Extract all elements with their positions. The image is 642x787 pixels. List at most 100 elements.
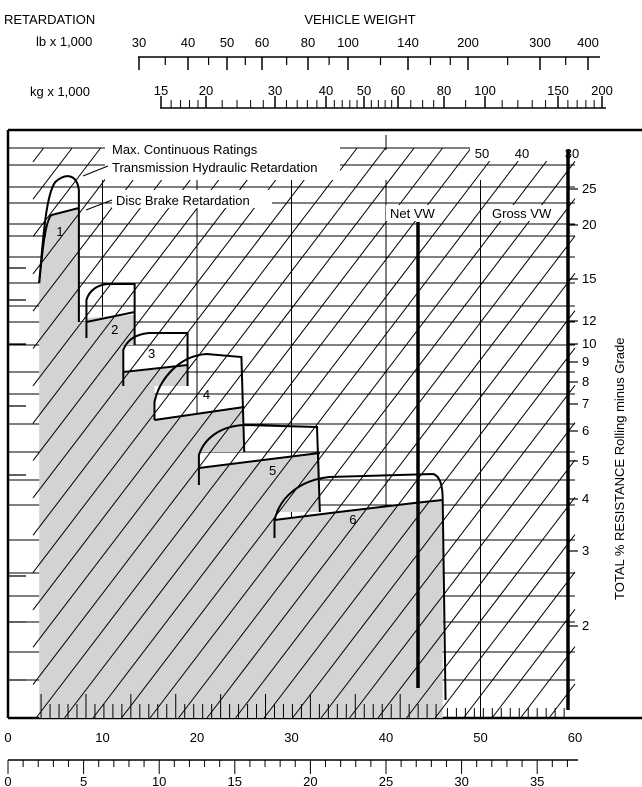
weight-diagonal [377, 459, 576, 719]
kg-tick-label: 20 [199, 83, 213, 98]
gear-curve [197, 423, 321, 513]
grade-label: 4 [582, 491, 589, 506]
weight-diagonal [491, 608, 576, 719]
lb-tick-label: 400 [577, 35, 599, 50]
upper-axis-label: 40 [379, 730, 393, 745]
weight-diagonal [235, 272, 576, 719]
weight-diagonal [548, 683, 576, 719]
upper-axis-label: 60 [568, 730, 582, 745]
lower-axis-label: 20 [303, 774, 317, 787]
grade-label: 9 [582, 354, 589, 369]
lower-axis-label: 5 [80, 774, 87, 787]
weight-diagonal [32, 147, 443, 685]
weight-diagonal [406, 496, 576, 719]
gear-label: 2 [111, 322, 118, 337]
kg-tick-label: 15 [154, 83, 168, 98]
gear-curve [198, 452, 320, 469]
kg-axis: 15 20 30 40 50 60 80 100 150 200 [154, 83, 613, 109]
weight-diagonal [92, 147, 529, 719]
weight-diagonal [32, 147, 329, 536]
kg-tick-label: 200 [591, 83, 613, 98]
vehicle-weight-title: VEHICLE WEIGHT [304, 12, 415, 27]
bottom-hatch [40, 694, 565, 718]
lb-tick-label: 30 [132, 35, 146, 50]
lower-axis-label: 0 [4, 774, 11, 787]
net-vw-label: Net VW [390, 206, 436, 221]
lower-axis-label: 15 [228, 774, 242, 787]
bottom-axis: 0 10 20 30 40 50 60 0 5 10 15 20 25 30 35 [4, 730, 582, 787]
kg-tick-label: 60 [391, 83, 405, 98]
weight-diagonal [434, 534, 576, 719]
lb-tick-label: 40 [181, 35, 195, 50]
grade-label: 20 [582, 217, 596, 232]
gear-label: 4 [203, 387, 210, 402]
kg-tick-label: 40 [319, 83, 333, 98]
gear-curve [274, 499, 443, 521]
max-continuous-label: Max. Continuous Ratings [112, 142, 258, 157]
weight-diagonal [349, 422, 576, 719]
grade-label: 12 [582, 313, 596, 328]
lb-tick-label: 100 [337, 35, 359, 50]
upper-axis-label: 30 [284, 730, 298, 745]
speed-gridlines [102, 135, 481, 718]
lb-axis: 30 40 50 60 80 100 140 200 300 400 [132, 35, 600, 70]
lb-tick-label: 80 [301, 35, 315, 50]
weight-diagonal [32, 147, 44, 163]
grade-label: 6 [582, 423, 589, 438]
grade-label: 7 [582, 396, 589, 411]
gross-vw-label: Gross VW [492, 206, 552, 221]
transmission-label: Transmission Hydraulic Retardation [112, 160, 317, 175]
grade-labels: 25 20 15 12 10 9 8 7 6 5 4 3 2 [568, 181, 596, 633]
lb-axis-label: lb x 1,000 [36, 34, 92, 49]
gear-curve [154, 406, 245, 421]
gear-curve [122, 332, 189, 386]
weight-diagonal [32, 147, 187, 349]
upper-axis-label: 0 [4, 730, 11, 745]
upper-axis-label: 50 [473, 730, 487, 745]
weight-diagonal [292, 347, 576, 719]
gear-label: 5 [269, 463, 276, 478]
upper-axis-label: 10 [95, 730, 109, 745]
weight-diagonal [320, 384, 576, 719]
kg-tick-label: 30 [268, 83, 282, 98]
kg-axis-label: kg x 1,000 [30, 84, 90, 99]
gear-curve [85, 283, 136, 345]
grade-label: 25 [582, 181, 596, 196]
gear-label: 6 [349, 512, 356, 527]
kg-tick-label: 100 [474, 83, 496, 98]
kg-tick-label: 80 [437, 83, 451, 98]
weight-diagonal [32, 147, 215, 387]
chart-title: RETARDATION [4, 12, 95, 27]
weight-diagonal [520, 646, 576, 719]
weight-diagonal [121, 147, 557, 719]
weight-diagonal [206, 235, 576, 719]
upper-axis-label: 20 [190, 730, 204, 745]
weight-diagonal [32, 147, 386, 611]
lb-tick-label: 140 [397, 35, 419, 50]
lb-tick-label: 300 [529, 35, 551, 50]
disc-brake-label: Disc Brake Retardation [116, 193, 250, 208]
weight-diagonal [178, 198, 576, 719]
weight-diagonal [64, 147, 500, 719]
lower-axis-label: 10 [152, 774, 166, 787]
gear-label: 3 [148, 346, 155, 361]
lb-tick-label: 50 [220, 35, 234, 50]
grade-label: 10 [582, 336, 596, 351]
lb-tick-label: 60 [255, 35, 269, 50]
gear-curve [153, 352, 246, 453]
lower-axis-label: 35 [530, 774, 544, 787]
right-axis-title: TOTAL % RESISTANCE Rolling minus Grade [612, 338, 627, 601]
lb-tick-label: 200 [457, 35, 479, 50]
kg-tick-label: 50 [357, 83, 371, 98]
gear-labels: 1 2 3 4 5 6 [56, 224, 356, 527]
annotation-group: Max. Continuous Ratings Transmission Hyd… [82, 140, 340, 211]
weight-diagonal [32, 147, 73, 200]
gear-curve [38, 207, 80, 284]
weight-label-50: 50 [475, 146, 489, 161]
grade-label: 3 [582, 543, 589, 558]
lower-axis-label: 25 [379, 774, 393, 787]
gear-label: 1 [56, 224, 63, 239]
grade-label: 5 [582, 453, 589, 468]
grade-label: 15 [582, 271, 596, 286]
